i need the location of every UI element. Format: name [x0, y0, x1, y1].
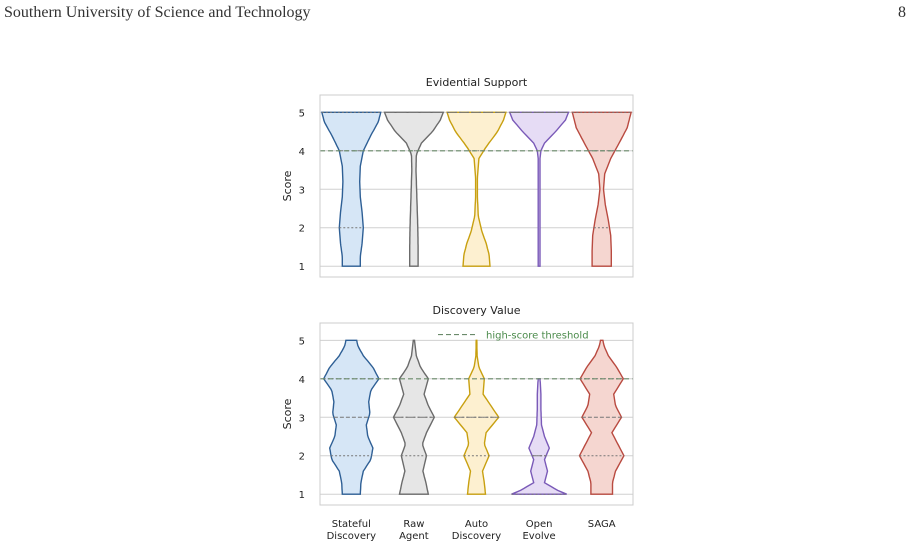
- axes-frame: [319, 322, 634, 506]
- axes-title: Discovery Value: [432, 304, 520, 317]
- header-institution: Southern University of Science and Techn…: [4, 4, 311, 21]
- page-number: 8: [898, 4, 906, 21]
- x-tick-label: Raw Agent: [399, 519, 429, 542]
- y-tick-label: 1: [299, 262, 305, 273]
- y-axis-label: Score: [281, 398, 294, 429]
- x-tick-label: SAGA: [588, 519, 616, 530]
- x-tick-label: Open Evolve: [522, 519, 555, 542]
- y-tick-label: 1: [299, 490, 305, 501]
- y-tick-label: 4: [299, 375, 305, 386]
- y-tick-label: 2: [299, 224, 305, 235]
- axes-frame: [319, 94, 634, 278]
- violin-1-3: [511, 378, 567, 495]
- x-tick-label: Stateful Discovery: [327, 519, 376, 542]
- axes-title: Evidential Support: [426, 76, 528, 89]
- y-tick-label: 2: [299, 452, 305, 463]
- y-tick-label: 5: [299, 108, 305, 119]
- y-tick-label: 5: [299, 336, 305, 347]
- y-tick-label: 3: [299, 413, 305, 424]
- y-tick-label: 3: [299, 185, 305, 196]
- legend-label: high-score threshold: [486, 331, 589, 342]
- y-tick-label: 4: [299, 147, 305, 158]
- x-tick-label: Auto Discovery: [452, 519, 501, 542]
- y-axis-label: Score: [281, 170, 294, 201]
